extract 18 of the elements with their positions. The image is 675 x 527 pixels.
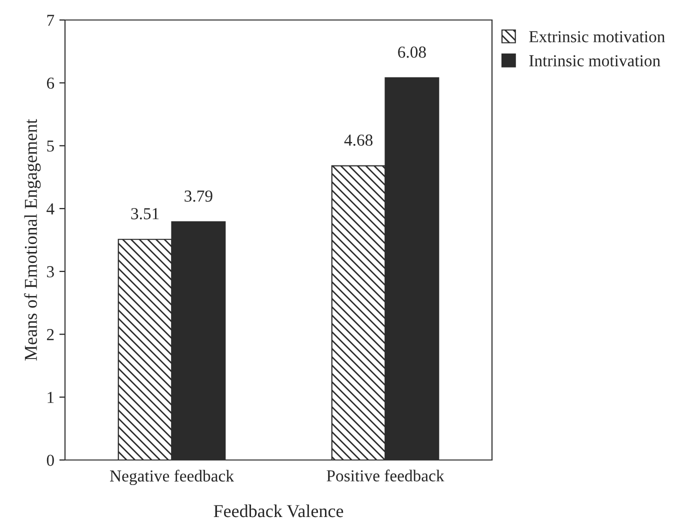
y-tick-label: 1 — [48, 392, 54, 403]
y-tick-label: 6 — [46, 78, 54, 89]
y-tick-label: 5 — [47, 140, 54, 152]
y-tick-label: 7 — [47, 14, 54, 26]
x-tick-label: Positive feedback — [326, 470, 444, 482]
legend-label: Intrinsic motivation — [529, 55, 660, 66]
legend-label: Extrinsic motivation — [529, 31, 665, 42]
data-label: 3.79 — [184, 190, 212, 202]
y-tick-label: 4 — [46, 203, 54, 214]
y-tick-label: 2 — [46, 329, 54, 340]
data-label: 4.68 — [344, 134, 373, 146]
y-axis-title: Means of Emotional Engagement — [24, 119, 41, 361]
y-tick-label: 3 — [47, 266, 54, 278]
data-label: 3.51 — [131, 208, 159, 220]
y-tick-label: 0 — [46, 454, 54, 466]
x-tick-label: Negative feedback — [110, 470, 234, 486]
x-axis-title: Feedback Valence — [214, 504, 344, 518]
data-label: 6.08 — [398, 46, 426, 58]
